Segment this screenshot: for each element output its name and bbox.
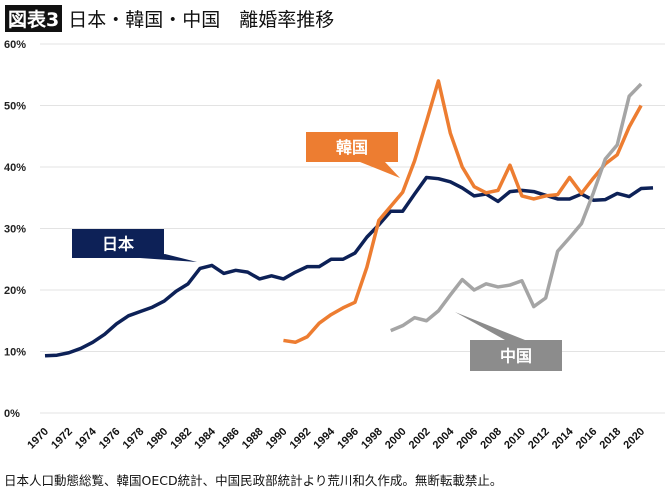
y-tick-label: 40% — [4, 162, 26, 174]
series-line-日本 — [44, 175, 654, 358]
y-tick-label: 50% — [4, 101, 26, 113]
y-tick-label: 20% — [4, 285, 26, 297]
figure-badge: 図表3 — [5, 5, 63, 32]
x-tick-label: 2008 — [478, 426, 504, 452]
x-tick-label: 1992 — [288, 426, 314, 452]
x-tick-label: 1986 — [216, 426, 242, 452]
series-line-中国 — [390, 82, 643, 333]
x-tick-label: 2014 — [550, 425, 576, 451]
x-tick-label: 2002 — [407, 426, 433, 452]
x-tick-label: 1990 — [264, 426, 290, 452]
x-tick-label: 1994 — [311, 425, 337, 451]
chart-title: 図表3 日本・韓国・中国 離婚率推移 — [5, 5, 334, 32]
x-tick-label: 1988 — [240, 426, 266, 452]
y-tick-label: 10% — [4, 347, 26, 359]
y-tick-label: 0% — [4, 408, 20, 420]
y-tick-label: 60% — [4, 39, 26, 51]
x-tick-label: 2020 — [621, 426, 647, 452]
x-tick-label: 2018 — [598, 426, 624, 452]
callout-label: 中国 — [500, 347, 532, 366]
x-tick-label: 2012 — [526, 426, 552, 452]
x-tick-label: 1996 — [335, 426, 361, 452]
title-text: 日本・韓国・中国 離婚率推移 — [68, 9, 335, 31]
x-tick-label: 1998 — [359, 426, 385, 452]
x-tick-label: 2006 — [454, 426, 480, 452]
callout-box — [72, 229, 164, 258]
x-tick-label: 1972 — [49, 426, 75, 452]
callout-box — [306, 132, 398, 162]
y-tick-label: 30% — [4, 224, 26, 236]
x-tick-label: 2010 — [502, 426, 528, 452]
callout-label: 韓国 — [336, 138, 368, 157]
callout-label: 日本 — [102, 235, 134, 254]
x-tick-label: 1984 — [192, 425, 218, 451]
x-tick-label: 2000 — [383, 426, 409, 452]
x-tick-label: 2016 — [574, 426, 600, 452]
x-tick-label: 1980 — [145, 426, 171, 452]
x-tick-label: 1976 — [97, 426, 123, 452]
callout-pointer — [360, 162, 400, 178]
callout-pointer — [455, 312, 525, 340]
x-tick-label: 1982 — [168, 426, 194, 452]
x-tick-label: 2004 — [431, 425, 457, 451]
x-tick-label: 1970 — [25, 426, 51, 452]
x-tick-label: 1978 — [121, 426, 147, 452]
callout-box — [470, 340, 562, 371]
x-tick-label: 1974 — [73, 425, 99, 451]
source-note: 日本人口動態総覧、韓国OECD統計、中国民政部統計より荒川和久作成。無断転載禁止… — [4, 473, 503, 488]
